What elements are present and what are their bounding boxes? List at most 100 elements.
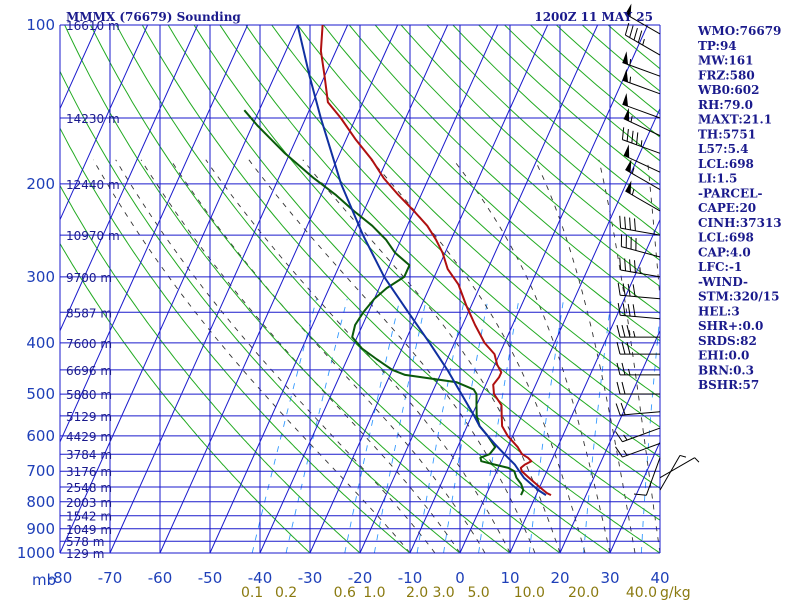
wind-barb-staff (622, 442, 661, 458)
wind-barb-feather (633, 493, 647, 496)
moist-adiabat-line (93, 159, 411, 553)
sounding-index-entry: LI:1.5 (698, 172, 737, 186)
wind-barb-staff (625, 13, 661, 35)
mixing-ratio-line (443, 298, 489, 553)
wind-barb-feather (624, 23, 630, 36)
wind-barb-staff (622, 79, 661, 95)
wind-barb-half-feather (631, 167, 635, 174)
wind-barb-staff (622, 62, 661, 77)
wind-barb (623, 144, 661, 173)
pressure-tick-labels: 100 200 300 400 500 600 700 800 900 1000 (17, 16, 55, 562)
mixing-ratio-tick-label: 1.0 (363, 585, 385, 600)
wind-barb-feather (616, 381, 621, 395)
mixing-ratio-tick-label: 3.0 (432, 585, 454, 600)
wind-barb-feather (626, 324, 631, 338)
temperature-tick-label: -60 (148, 569, 173, 587)
sounding-index-entry: LCL:698 (698, 157, 754, 171)
sounding-index-entry: CINH:37313 (698, 216, 782, 230)
mixing-ratio-line (478, 298, 520, 553)
wind-barb-feather (632, 304, 636, 317)
pressure-tick-label: 300 (26, 268, 55, 286)
sounding-index-entry: TH:5751 (698, 127, 756, 141)
wind-barb-staff (625, 169, 661, 191)
mixing-ratio-line (251, 298, 318, 553)
isotherm-line (409, 25, 649, 553)
isotherm-line (109, 25, 349, 553)
mixing-ratio-tick-label: 0.1 (241, 585, 263, 600)
wind-barb-half-feather (629, 76, 632, 83)
pressure-tick-label: 900 (26, 520, 55, 538)
wind-barb-feather (617, 282, 621, 296)
pressure-unit-label: mb (32, 571, 56, 589)
pressure-tick-label: 700 (26, 462, 55, 480)
moist-adiabat-line (534, 159, 636, 553)
moist-adiabat-line (598, 159, 660, 553)
pressure-tick-label: 100 (26, 16, 55, 34)
wind-barb-half-feather (623, 449, 628, 456)
wind-barb-staff (621, 246, 661, 258)
wind-barb-feather (636, 132, 639, 145)
height-tick-label: 578 m (66, 535, 104, 549)
wind-barb-half-feather (628, 368, 631, 376)
temperature-tick-labels: -80 -70 -60 -50 -40 -30 -20 -10 0 10 20 30 40 (48, 569, 670, 587)
sounding-index-entry: TP:94 (698, 39, 737, 53)
wind-barb-staff (645, 457, 661, 496)
isotherm-line (60, 25, 249, 444)
mixing-ratio-tick-label: 0.2 (275, 585, 297, 600)
moist-adiabat-line (140, 159, 461, 553)
height-tick-label: 9700 m (66, 271, 112, 285)
moist-adiabat-line (205, 159, 511, 553)
wind-barb-half-feather (630, 115, 633, 123)
mixing-ratio-line (528, 298, 565, 553)
isotherm-line (60, 25, 199, 332)
isotherm-line (159, 25, 399, 553)
wind-barb (623, 107, 661, 137)
wind-barb-staff (620, 294, 661, 300)
height-tick-label: 12440 m (66, 178, 120, 192)
mixing-ratio-tick-label: 5.0 (467, 585, 489, 600)
wind-barb-half-feather (629, 59, 632, 66)
isotherm-line (559, 329, 660, 553)
isobars (59, 24, 661, 554)
sounding-index-entry: LFC:-1 (698, 260, 742, 274)
sounding-indices-panel: WMO:76679TP:94MW:161FRZ:580WB0:602RH:79.… (697, 24, 782, 392)
wind-barb-feather (617, 302, 621, 316)
wind-barb-staff (623, 154, 661, 173)
wind-barb (616, 341, 660, 355)
mixing-ratio-tick-label: 20.0 (568, 585, 599, 600)
wind-barb-pennant (623, 144, 630, 158)
moist-adiabat-line (647, 159, 660, 303)
wind-barb-feather (633, 28, 638, 41)
wind-barb-feather (622, 303, 626, 316)
mixing-ratio-tick-labels: 0.1 0.2 0.6 1.0 2.0 3.0 5.0 10.0 20.0 40.0 g/kg (241, 585, 691, 600)
height-tick-label: 2003 m (66, 496, 112, 510)
wind-barb-staff (620, 314, 661, 320)
wind-barb-feather (616, 324, 621, 338)
mixing-ratio-line (583, 298, 612, 553)
wind-barb-feather (627, 283, 631, 297)
isotherm-line (359, 25, 599, 553)
wind-barb (622, 51, 661, 77)
wind-barb-staff (620, 411, 661, 416)
temperature-tick-label: -70 (98, 569, 123, 587)
isotherm-line (259, 25, 499, 553)
wind-barb-pennant (622, 68, 629, 83)
sounding-index-entry: SHR+:0.0 (698, 319, 763, 333)
height-tick-label: 2548 m (66, 481, 112, 495)
wind-barb-pennant (625, 3, 632, 17)
temperature-tick-label: 40 (650, 569, 669, 587)
mixing-ratio-tick-label: 0.6 (334, 585, 356, 600)
wind-barb-pennant (625, 180, 632, 194)
isotherm-line (60, 25, 299, 553)
height-tick-label: 5880 m (66, 388, 112, 402)
wind-barb (619, 215, 661, 236)
wind-barb (625, 159, 661, 191)
mixing-ratio-line (344, 298, 401, 553)
wind-barb-feather (621, 127, 625, 140)
temperature-tick-label: -40 (248, 569, 273, 587)
temperature-line (319, 25, 552, 496)
sounding-index-entry: STM:320/15 (698, 290, 779, 304)
wind-barb-feather (615, 431, 623, 443)
wind-barb (625, 3, 661, 35)
sounding-index-entry: BSHR:57 (698, 378, 759, 392)
